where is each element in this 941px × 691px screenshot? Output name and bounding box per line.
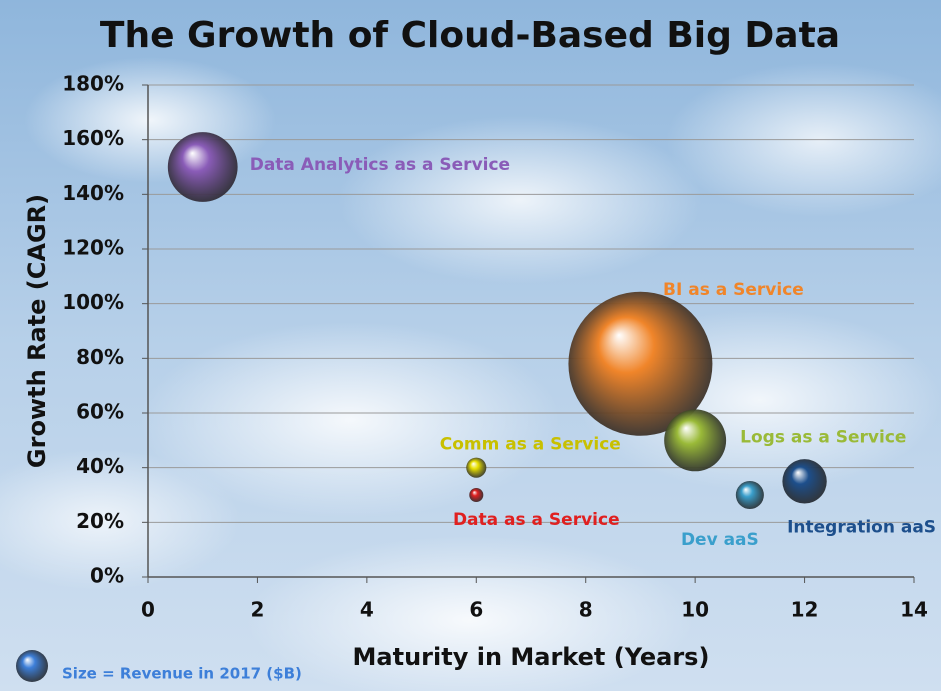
chart-title: The Growth of Cloud-Based Big Data (100, 15, 840, 56)
bubble-label: BI as a Service (663, 280, 804, 300)
y-tick-label: 80% (76, 345, 124, 369)
bubble (664, 409, 727, 472)
x-tick-label: 8 (579, 598, 593, 622)
bubble (469, 487, 484, 503)
bubble-label: Integration aaS (787, 517, 936, 537)
x-tick-label: 10 (681, 598, 709, 622)
bubble-label: Data as a Service (453, 510, 620, 530)
x-tick-label: 14 (900, 598, 928, 622)
bubble (782, 459, 827, 504)
y-tick-label: 180% (62, 72, 124, 96)
x-tick-label: 6 (469, 598, 483, 622)
size-legend-icon (16, 650, 48, 682)
bubble (466, 457, 487, 478)
y-tick-label: 40% (76, 454, 124, 478)
x-tick-label: 4 (360, 598, 374, 622)
bubble (568, 291, 713, 436)
y-axis-label: Growth Rate (CAGR) (23, 194, 51, 468)
y-tick-label: 0% (90, 564, 124, 588)
x-tick-label: 0 (141, 598, 155, 622)
bubble-label: Data Analytics as a Service (250, 155, 510, 175)
y-tick-label: 160% (62, 126, 124, 150)
size-note: Size = Revenue in 2017 ($B) (62, 665, 302, 683)
bubble-label: Dev aaS (681, 530, 759, 550)
bubble (167, 132, 238, 202)
bubble (735, 480, 764, 510)
y-tick-label: 20% (76, 509, 124, 533)
x-axis-label: Maturity in Market (Years) (353, 643, 710, 671)
y-tick-label: 120% (62, 236, 124, 260)
bubble-label: Comm as a Service (440, 435, 621, 455)
bubble-label: Logs as a Service (740, 427, 906, 447)
y-tick-label: 140% (62, 181, 124, 205)
y-tick-label: 100% (62, 290, 124, 314)
x-tick-label: 2 (250, 598, 264, 622)
x-tick-label: 12 (791, 598, 819, 622)
y-tick-label: 60% (76, 400, 124, 424)
